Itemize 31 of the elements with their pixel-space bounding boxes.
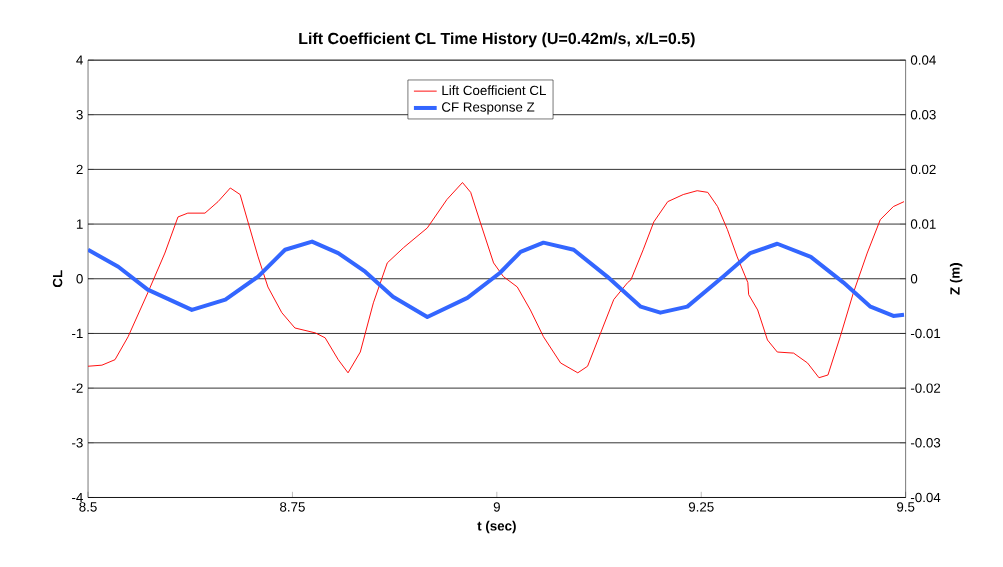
y-tick-label: 1 bbox=[76, 219, 83, 229]
x-tick-label: 9.25 bbox=[688, 502, 714, 512]
y-tick-label: 0 bbox=[76, 274, 83, 284]
x-tick-label: 8.75 bbox=[280, 502, 305, 512]
y2-tick-label: -0.03 bbox=[910, 438, 941, 448]
y-tick-label: -1 bbox=[72, 328, 83, 339]
legend-label: CF Response Z bbox=[442, 102, 535, 115]
y2-tick-label: 0.01 bbox=[910, 219, 936, 229]
y2-tick-label: 0.04 bbox=[910, 55, 936, 65]
y2-tick-label: 0 bbox=[910, 274, 918, 284]
x-axis-title: t (sec) bbox=[477, 520, 516, 534]
y2-tick-label: -0.02 bbox=[910, 383, 941, 393]
legend-label: Lift Coefficient CL bbox=[442, 85, 546, 96]
x-tick-label: 8.5 bbox=[79, 502, 97, 512]
x-tick-label: 9.5 bbox=[897, 502, 915, 512]
y2-tick-label: -0.01 bbox=[910, 328, 941, 339]
y-tick-label: -2 bbox=[72, 383, 83, 393]
y-tick-label: 3 bbox=[76, 110, 83, 120]
y-tick-label: -4 bbox=[72, 492, 83, 503]
y2-tick-label: 0.02 bbox=[910, 164, 936, 175]
y-tick-label: 2 bbox=[76, 164, 83, 175]
y2-tick-label: -0.04 bbox=[910, 492, 941, 503]
y2-axis-title: Z (m) bbox=[949, 263, 963, 295]
line-series bbox=[88, 182, 905, 379]
chart-title: Lift Coefficient CL Time History (U=0.42m/s, x/L=0.5) bbox=[299, 32, 695, 48]
y-axis-title: CL bbox=[52, 270, 63, 288]
line-series bbox=[88, 239, 906, 320]
x-tick-label: 9 bbox=[493, 502, 500, 512]
y-tick-label: -3 bbox=[72, 438, 83, 448]
y-tick-label: 4 bbox=[76, 55, 83, 65]
y2-tick-label: 0.03 bbox=[910, 110, 936, 120]
